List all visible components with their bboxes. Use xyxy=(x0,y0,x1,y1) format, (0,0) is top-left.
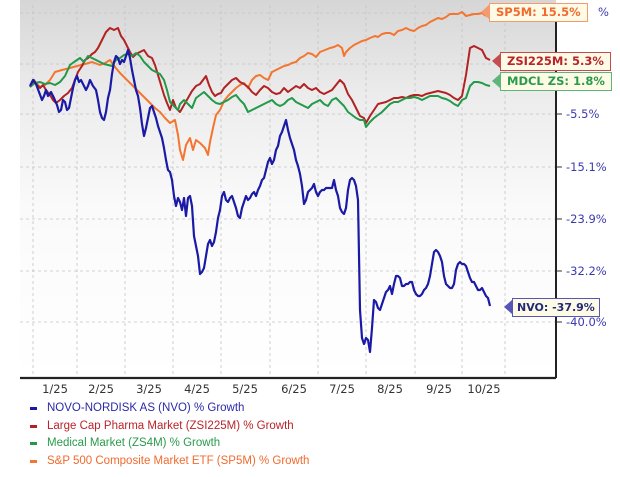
y-axis-label: -40.0% xyxy=(566,315,607,329)
x-axis-label: 3/25 xyxy=(136,382,162,396)
legend-item-zs4m: Medical Market (ZS4M) % Growth xyxy=(30,435,309,453)
x-axis-label: 10/25 xyxy=(467,382,501,396)
legend-label: Large Cap Pharma Market (ZSI225M) % Grow… xyxy=(47,419,294,432)
horizontal-gridlines xyxy=(20,12,556,323)
legend-item-zsi225m: Large Cap Pharma Market (ZSI225M) % Grow… xyxy=(30,418,309,436)
x-axis-label: 7/25 xyxy=(329,382,355,396)
end-value-tag-zsi225m: ZSI225M: 5.3% xyxy=(492,52,611,71)
x-axis-label: 6/25 xyxy=(281,382,307,396)
chart-legend: NOVO-NORDISK AS (NVO) % Growth Large Cap… xyxy=(30,400,309,470)
legend-item-nvo: NOVO-NORDISK AS (NVO) % Growth xyxy=(30,400,309,418)
x-axis-label: 8/25 xyxy=(377,382,403,396)
y-axis-label: -32.2% xyxy=(566,264,607,278)
y-axis-label: -5.5% xyxy=(566,107,600,121)
x-axis-label: 1/25 xyxy=(42,382,68,396)
series-line-sp5m xyxy=(29,11,487,161)
y-axis-label: -15.1% xyxy=(566,160,607,174)
y-axis-label: -23.9% xyxy=(566,212,607,226)
legend-swatch-icon xyxy=(30,459,37,463)
series-line-nvo xyxy=(29,48,492,354)
x-axis-label: 9/25 xyxy=(426,382,452,396)
legend-swatch-icon xyxy=(30,407,37,411)
x-axis-label: 5/25 xyxy=(232,382,258,396)
end-value-tag-nvo: NVO: -37.9% xyxy=(504,298,600,317)
y-axis-label-top-partial: % xyxy=(598,5,609,19)
legend-swatch-icon xyxy=(30,424,37,428)
legend-label: NOVO-NORDISK AS (NVO) % Growth xyxy=(47,402,245,414)
x-axis-label: 2/25 xyxy=(88,382,114,396)
end-value-tag-mdcl: MDCL ZS: 1.8% xyxy=(492,72,612,91)
x-axis-label: 4/25 xyxy=(184,382,210,396)
legend-item-sp5m: S&P 500 Composite Market ETF (SP5M) % Gr… xyxy=(30,453,309,471)
end-value-tag-sp5m: SP5M: 15.5% xyxy=(481,3,588,22)
legend-label: S&P 500 Composite Market ETF (SP5M) % Gr… xyxy=(47,454,310,467)
plot-area xyxy=(20,0,556,378)
legend-swatch-icon xyxy=(30,442,37,446)
legend-label: Medical Market (ZS4M) % Growth xyxy=(47,437,221,449)
